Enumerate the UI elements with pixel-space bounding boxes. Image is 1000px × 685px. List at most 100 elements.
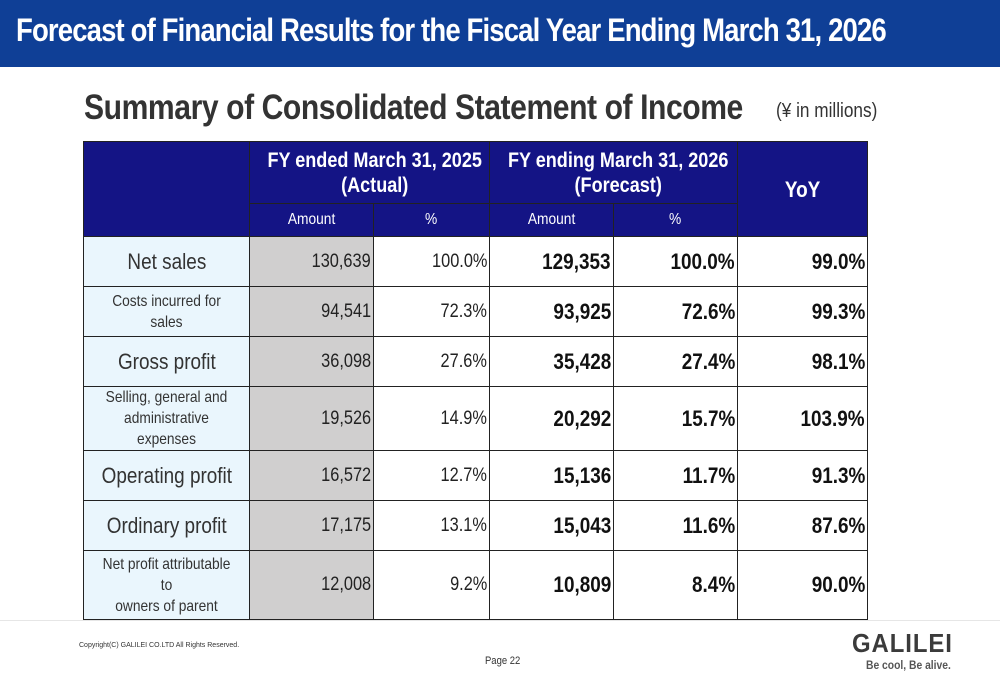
table-row: Gross profit 36,098 27.6% 35,428 27.4% 9…	[83, 336, 869, 387]
forecast-pct-value: 27.4%	[681, 348, 736, 374]
actual-pct-cell: 72.3%	[373, 286, 490, 337]
forecast-amount-value: 20,292	[553, 405, 611, 431]
yoy-cell: 87.6%	[737, 500, 869, 551]
actual-amount-value: 19,526	[321, 407, 371, 429]
yoy-value: 87.6%	[811, 512, 866, 538]
actual-amount-cell: 94,541	[249, 286, 374, 337]
actual-pct-value: 72.3%	[440, 300, 487, 322]
forecast-amount-cell: 129,353	[489, 236, 614, 287]
actual-pct-value: 12.7%	[440, 464, 487, 486]
forecast-pct-value: 100.0%	[670, 248, 736, 274]
yoy-cell: 99.3%	[737, 286, 869, 337]
row-label-line2: administrative expenses	[124, 410, 209, 448]
actual-pct-value: 14.9%	[440, 407, 487, 429]
row-label: Gross profit	[83, 336, 250, 387]
header-forecast-line2: (Forecast)	[574, 173, 662, 197]
subheader-forecast-amount: Amount	[489, 203, 614, 237]
forecast-pct-cell: 8.4%	[612, 550, 739, 620]
header-actual-line2: (Actual)	[341, 173, 409, 197]
row-label-text: Operating profit	[101, 462, 232, 488]
subheader-forecast-amount-label: Amount	[527, 211, 576, 228]
subheader-actual-amount-label: Amount	[287, 211, 336, 228]
actual-amount-value: 16,572	[321, 464, 371, 486]
header-actual: FY ended March 31, 2025 (Actual)	[249, 141, 490, 204]
row-label-text: Ordinary profit	[106, 512, 227, 538]
yoy-value: 99.3%	[811, 298, 866, 324]
company-logo: GALILEI	[852, 628, 953, 658]
forecast-pct-cell: 72.6%	[612, 286, 739, 337]
forecast-pct-value: 11.6%	[682, 512, 736, 538]
header-forecast: FY ending March 31, 2026 (Forecast)	[488, 141, 739, 204]
yoy-cell: 103.9%	[737, 386, 869, 451]
table-row: Net sales 130,639 100.0% 129,353 100.0% …	[83, 236, 869, 287]
forecast-amount-cell: 35,428	[489, 336, 614, 387]
actual-amount-cell: 17,175	[249, 500, 374, 551]
actual-pct-value: 27.6%	[440, 350, 487, 372]
actual-pct-cell: 12.7%	[373, 450, 490, 501]
forecast-amount-value: 35,428	[553, 348, 611, 374]
forecast-amount-value: 93,925	[553, 298, 611, 324]
actual-amount-value: 12,008	[321, 574, 371, 595]
actual-pct-cell: 100.0%	[373, 236, 490, 287]
actual-pct-value: 13.1%	[440, 514, 487, 536]
yoy-cell: 99.0%	[737, 236, 869, 287]
actual-amount-value: 36,098	[321, 350, 371, 372]
subheader-forecast-pct: %	[612, 203, 739, 237]
title-bar: Forecast of Financial Results for the Fi…	[0, 0, 1000, 67]
forecast-pct-value: 8.4%	[691, 572, 736, 597]
yoy-value: 91.3%	[811, 462, 866, 488]
forecast-pct-cell: 11.6%	[612, 500, 739, 551]
header-blank	[83, 141, 250, 237]
actual-pct-cell: 13.1%	[373, 500, 490, 551]
subheader-actual-amount: Amount	[249, 203, 374, 237]
forecast-amount-value: 129,353	[542, 248, 611, 274]
copyright-notice: Copyright(C) GALILEI CO.LTD All Rights R…	[79, 642, 240, 649]
forecast-amount-cell: 10,809	[489, 550, 614, 620]
actual-amount-value: 130,639	[311, 250, 371, 272]
header-yoy: YoY	[737, 141, 869, 237]
table-row: Operating profit 16,572 12.7% 15,136 11.…	[83, 450, 869, 501]
yoy-cell: 91.3%	[737, 450, 869, 501]
row-label: Selling, general and administrative expe…	[83, 386, 250, 451]
yoy-cell: 98.1%	[737, 336, 869, 387]
actual-pct-cell: 27.6%	[373, 336, 490, 387]
forecast-amount-cell: 93,925	[489, 286, 614, 337]
row-label: Operating profit	[83, 450, 250, 501]
actual-amount-cell: 16,572	[249, 450, 374, 501]
table-row: Ordinary profit 17,175 13.1% 15,043 11.6…	[83, 500, 869, 551]
actual-amount-cell: 12,008	[249, 550, 374, 620]
page-number: Page 22	[485, 655, 521, 667]
yoy-value: 90.0%	[811, 572, 866, 597]
subheader-actual-pct-label: %	[425, 211, 438, 228]
table-row: Net profit attributable to owners of par…	[83, 550, 869, 620]
row-label: Ordinary profit	[83, 500, 250, 551]
yoy-value: 98.1%	[811, 348, 866, 374]
forecast-amount-value: 10,809	[553, 572, 611, 597]
actual-pct-cell: 9.2%	[373, 550, 490, 620]
forecast-pct-cell: 11.7%	[612, 450, 739, 501]
actual-amount-value: 17,175	[321, 514, 371, 536]
forecast-amount-cell: 15,136	[489, 450, 614, 501]
forecast-pct-value: 72.6%	[681, 298, 736, 324]
actual-amount-cell: 36,098	[249, 336, 374, 387]
logo-tagline: Be cool, Be alive.	[866, 658, 951, 672]
row-label-line1: Selling, general and	[105, 389, 228, 406]
subheader-forecast-pct-label: %	[669, 211, 682, 228]
footer-divider	[0, 620, 1000, 621]
header-yoy-label: YoY	[784, 176, 821, 202]
row-label: Costs incurred for sales	[83, 286, 250, 337]
income-statement-table: FY ended March 31, 2025 (Actual) FY endi…	[83, 141, 869, 620]
row-label-line2: owners of parent	[115, 597, 218, 615]
forecast-pct-cell: 15.7%	[612, 386, 739, 451]
forecast-amount-value: 15,136	[553, 462, 611, 488]
yoy-cell: 90.0%	[737, 550, 869, 620]
forecast-amount-cell: 15,043	[489, 500, 614, 551]
actual-pct-value: 100.0%	[431, 250, 487, 272]
actual-pct-value: 9.2%	[449, 574, 487, 595]
table-row: Selling, general and administrative expe…	[83, 386, 869, 451]
forecast-pct-cell: 100.0%	[612, 236, 739, 287]
actual-amount-cell: 130,639	[249, 236, 374, 287]
table-row: Costs incurred for sales 94,541 72.3% 93…	[83, 286, 869, 337]
yoy-value: 99.0%	[811, 248, 866, 274]
yoy-value: 103.9%	[800, 405, 866, 431]
